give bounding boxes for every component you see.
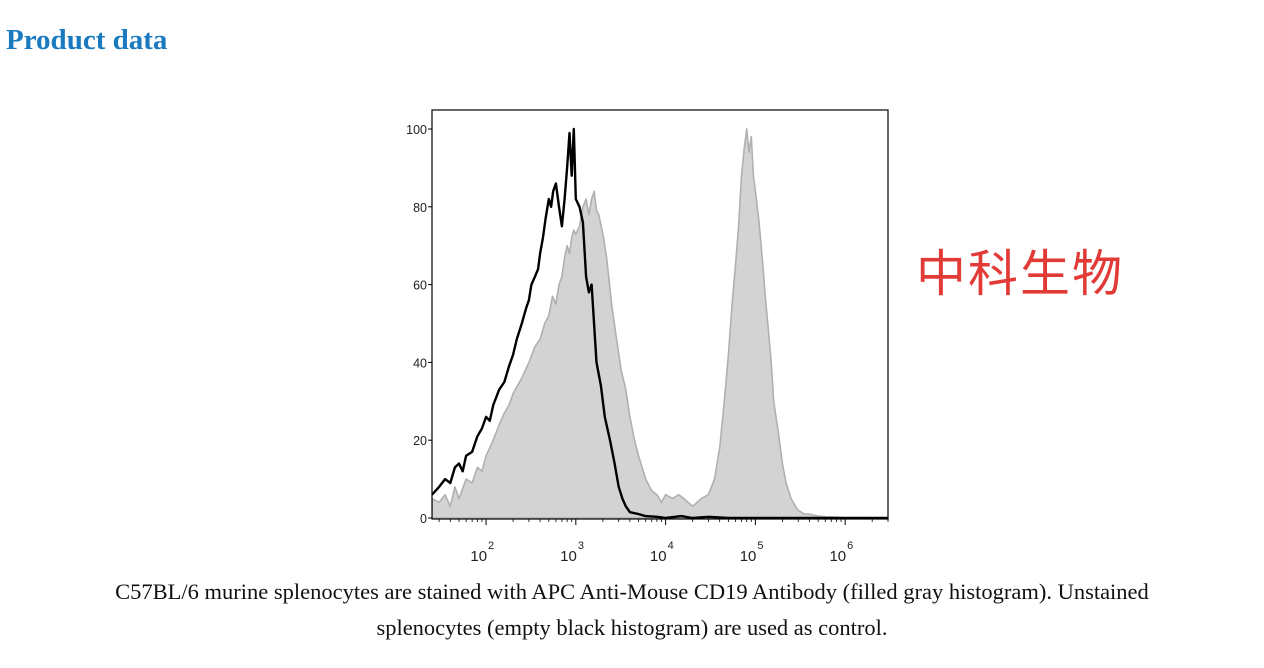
x-tick-label-exponent: 3: [578, 540, 584, 552]
x-tick-label-base: 10: [740, 548, 757, 565]
caption-line-2: splenocytes (empty black histogram) are …: [376, 615, 888, 640]
x-tick-label-base: 10: [470, 548, 487, 565]
y-tick-label: 40: [413, 356, 427, 370]
x-tick-label-exponent: 4: [668, 540, 674, 552]
plot-area: [432, 127, 888, 519]
y-tick-label: 100: [406, 123, 427, 137]
x-tick-label-base: 10: [829, 548, 846, 565]
y-tick-label: 80: [413, 201, 427, 215]
x-tick-label-exponent: 6: [847, 540, 853, 552]
stained-histogram-area: [432, 128, 888, 519]
caption-line-1: C57BL/6 murine splenocytes are stained w…: [115, 579, 1149, 604]
plot-frame: [431, 109, 889, 520]
page-title: Product data: [6, 24, 168, 56]
watermark: 中科生物: [916, 245, 1124, 303]
x-tick-label-exponent: 2: [488, 540, 494, 552]
x-tick-label-exponent: 5: [757, 540, 763, 552]
y-tick-label: 60: [413, 279, 427, 293]
x-tick-label-base: 10: [650, 548, 667, 565]
y-tick-label: 0: [420, 512, 427, 526]
control-histogram-line: [432, 127, 888, 519]
figure-caption: C57BL/6 murine splenocytes are stained w…: [20, 574, 1244, 646]
y-tick-label: 20: [413, 434, 427, 448]
x-tick-label-base: 10: [560, 548, 577, 565]
